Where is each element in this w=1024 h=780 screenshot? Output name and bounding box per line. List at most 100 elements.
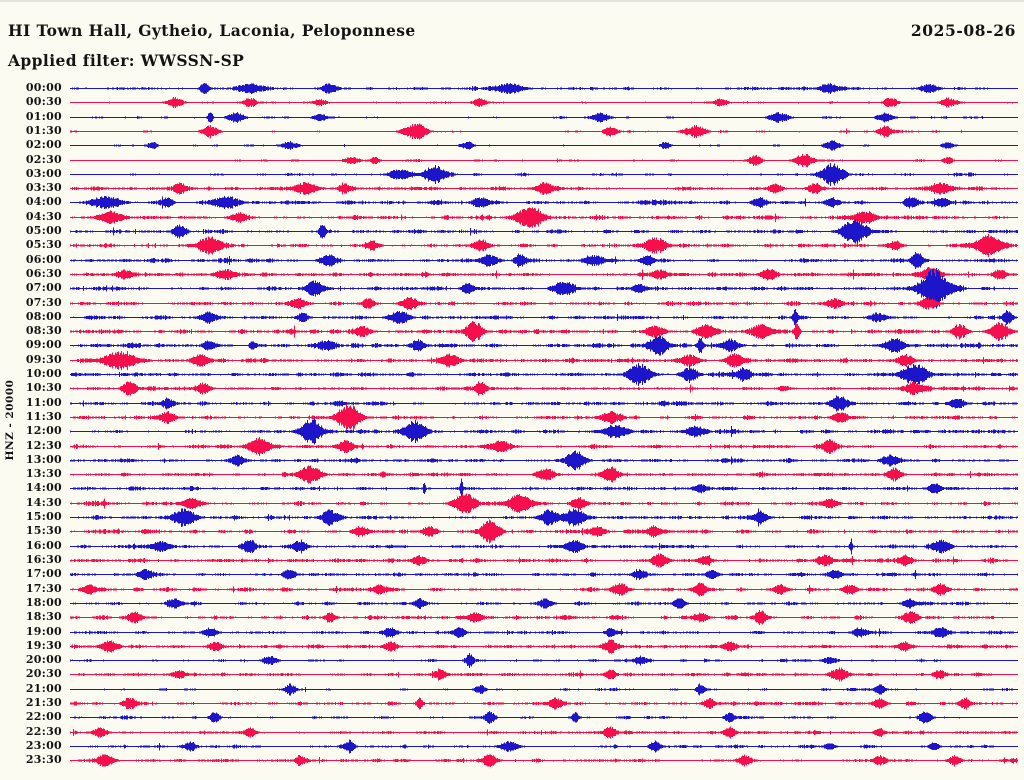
trace-20:30 bbox=[70, 667, 1018, 682]
trace-18:00 bbox=[70, 597, 1018, 610]
time-axis: 00:00 00:30 01:00 01:30 02:00 02:30 03:00 03:30… bbox=[0, 0, 64, 780]
time-label: 19:00 bbox=[25, 625, 62, 638]
trace-05:30 bbox=[70, 234, 1018, 257]
time-label: 19:30 bbox=[25, 639, 62, 652]
trace-22:30 bbox=[70, 726, 1018, 739]
trace-02:00 bbox=[70, 140, 1018, 151]
trace-01:30 bbox=[70, 123, 1018, 140]
trace-13:00 bbox=[70, 450, 1018, 471]
time-label: 10:30 bbox=[25, 381, 62, 394]
trace-15:00 bbox=[70, 508, 1018, 527]
trace-00:30 bbox=[70, 97, 1018, 108]
trace-16:00 bbox=[70, 538, 1018, 555]
trace-10:30 bbox=[70, 381, 1018, 396]
time-label: 07:30 bbox=[25, 296, 62, 309]
time-label: 15:30 bbox=[25, 524, 62, 537]
trace-19:30 bbox=[70, 639, 1018, 654]
time-label: 14:30 bbox=[25, 496, 62, 509]
trace-12:30 bbox=[70, 437, 1018, 456]
time-label: 20:30 bbox=[25, 667, 62, 680]
date-label: 2025-08-26 bbox=[910, 21, 1016, 40]
window-top-edge bbox=[0, 0, 1024, 2]
trace-11:30 bbox=[70, 404, 1018, 432]
trace-17:30 bbox=[70, 582, 1018, 597]
station-title: HI Town Hall, Gytheio, Laconia, Peloponn… bbox=[8, 21, 416, 40]
trace-21:00 bbox=[70, 683, 1018, 696]
time-label: 05:00 bbox=[25, 224, 62, 237]
trace-14:30 bbox=[70, 493, 1018, 514]
trace-13:30 bbox=[70, 465, 1018, 484]
time-label: 02:30 bbox=[25, 153, 62, 166]
time-label: 02:00 bbox=[25, 138, 62, 151]
trace-22:00 bbox=[70, 711, 1018, 724]
time-label: 06:30 bbox=[25, 267, 62, 280]
time-label: 00:00 bbox=[25, 81, 62, 94]
time-label: 12:30 bbox=[25, 439, 62, 452]
trace-17:00 bbox=[70, 568, 1018, 581]
time-label: 18:30 bbox=[25, 610, 62, 623]
time-label: 04:30 bbox=[25, 210, 62, 223]
filter-label: Applied filter: WWSSN-SP bbox=[8, 51, 245, 70]
trace-15:30 bbox=[70, 519, 1018, 544]
time-label: 05:30 bbox=[25, 238, 62, 251]
time-label: 21:00 bbox=[25, 682, 62, 695]
time-label: 13:00 bbox=[25, 453, 62, 466]
trace-14:00 bbox=[70, 478, 1018, 499]
trace-11:00 bbox=[70, 395, 1018, 412]
time-label: 23:00 bbox=[25, 739, 62, 752]
time-label: 22:30 bbox=[25, 725, 62, 738]
trace-10:00 bbox=[70, 363, 1018, 386]
time-label: 21:30 bbox=[25, 696, 62, 709]
time-label: 17:30 bbox=[25, 582, 62, 595]
trace-09:00 bbox=[70, 335, 1018, 356]
time-label: 04:00 bbox=[25, 195, 62, 208]
time-label: 20:00 bbox=[25, 653, 62, 666]
time-label: 23:30 bbox=[25, 753, 62, 766]
trace-03:30 bbox=[70, 181, 1018, 195]
trace-19:00 bbox=[70, 626, 1018, 639]
time-label: 12:00 bbox=[25, 424, 62, 437]
time-label: 06:00 bbox=[25, 253, 62, 266]
time-label: 00:30 bbox=[25, 95, 62, 108]
time-label: 13:30 bbox=[25, 467, 62, 480]
time-label: 16:00 bbox=[25, 539, 62, 552]
trace-08:00 bbox=[70, 308, 1018, 327]
trace-12:00 bbox=[70, 418, 1018, 445]
time-label: 01:00 bbox=[25, 110, 62, 123]
time-label: 09:30 bbox=[25, 353, 62, 366]
trace-06:30 bbox=[70, 267, 1018, 282]
trace-07:30 bbox=[70, 296, 1018, 311]
trace-08:30 bbox=[70, 321, 1018, 342]
trace-16:30 bbox=[70, 553, 1018, 568]
trace-09:30 bbox=[70, 350, 1018, 370]
time-label: 11:30 bbox=[25, 410, 62, 423]
trace-23:30 bbox=[70, 754, 1018, 767]
trace-00:00 bbox=[70, 82, 1018, 95]
time-label: 08:00 bbox=[25, 310, 62, 323]
time-label: 01:30 bbox=[25, 124, 62, 137]
time-label: 11:00 bbox=[25, 396, 62, 409]
time-label: 07:00 bbox=[25, 281, 62, 294]
time-label: 22:00 bbox=[25, 710, 62, 723]
trace-23:00 bbox=[70, 739, 1018, 754]
trace-04:30 bbox=[70, 207, 1018, 228]
time-label: 09:00 bbox=[25, 338, 62, 351]
trace-21:30 bbox=[70, 697, 1018, 710]
trace-20:00 bbox=[70, 653, 1018, 669]
time-label: 14:00 bbox=[25, 481, 62, 494]
trace-04:00 bbox=[70, 195, 1018, 210]
time-label: 03:00 bbox=[25, 167, 62, 180]
time-label: 16:30 bbox=[25, 553, 62, 566]
trace-03:00 bbox=[70, 163, 1018, 186]
trace-01:00 bbox=[70, 111, 1018, 124]
trace-06:00 bbox=[70, 252, 1018, 269]
trace-18:30 bbox=[70, 610, 1018, 625]
time-label: 15:00 bbox=[25, 510, 62, 523]
trace-05:00 bbox=[70, 219, 1018, 244]
time-label: 08:30 bbox=[25, 324, 62, 337]
time-label: 03:30 bbox=[25, 181, 62, 194]
trace-02:30 bbox=[70, 154, 1018, 167]
time-label: 18:00 bbox=[25, 596, 62, 609]
